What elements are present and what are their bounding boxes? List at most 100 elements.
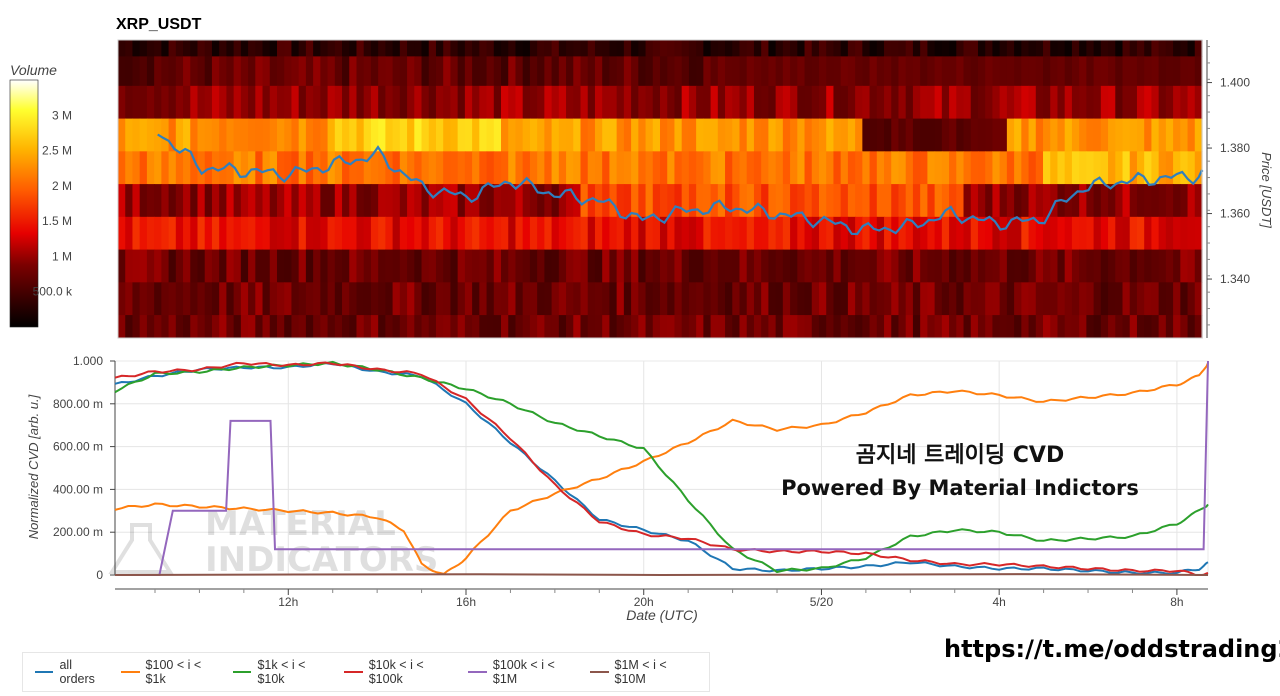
heatmap-cell <box>313 282 321 316</box>
heatmap-cell <box>428 184 437 218</box>
heatmap-cell <box>168 118 177 152</box>
heatmap-cell <box>399 249 408 283</box>
heatmap-cell <box>493 282 502 316</box>
heatmap-cell <box>334 85 343 119</box>
heatmap-cell <box>963 56 972 87</box>
heatmap-cell <box>963 282 972 316</box>
price-tick-label: 1.340 <box>1220 272 1250 286</box>
heatmap-cell <box>197 40 206 57</box>
heatmap-cell <box>587 184 596 218</box>
heatmap-cell <box>363 40 372 57</box>
heatmap-cell <box>884 184 892 218</box>
heatmap-cell <box>616 85 625 119</box>
legend-item[interactable]: $100 < i < $1k <box>121 658 219 686</box>
heatmap-cell <box>1187 56 1196 87</box>
heatmap-cell <box>233 118 242 152</box>
heatmap-cell <box>334 184 343 218</box>
heatmap-cell <box>298 85 307 119</box>
chart-legend: all orders $100 < i < $1k $1k < i < $10k $1… <box>22 652 710 692</box>
heatmap-cell <box>190 118 199 152</box>
heatmap-cell <box>1100 184 1109 218</box>
heatmap-cell <box>183 40 191 57</box>
legend-item[interactable]: all orders <box>35 658 107 686</box>
heatmap-cell <box>891 282 900 316</box>
heatmap-cell <box>356 40 365 57</box>
heatmap-cell <box>1180 184 1189 218</box>
heatmap-cell <box>638 151 647 185</box>
heatmap-cell <box>1079 282 1087 316</box>
heatmap-cell <box>204 184 213 218</box>
heatmap-cell <box>1064 216 1073 250</box>
heatmap-cell <box>349 40 358 57</box>
heatmap-cell <box>298 184 307 218</box>
heatmap-cell <box>399 282 408 316</box>
heatmap-cell <box>732 216 741 250</box>
heatmap-cell <box>146 184 155 218</box>
heatmap-cell <box>1064 249 1073 283</box>
heatmap-cell <box>284 56 293 87</box>
heatmap-cell <box>1028 184 1037 218</box>
heatmap-cell <box>1151 85 1160 119</box>
heatmap-cell <box>1158 184 1167 218</box>
heatmap-cell <box>1071 40 1080 57</box>
heatmap-cell <box>551 40 560 57</box>
heatmap-cell <box>501 315 509 339</box>
legend-item[interactable]: $1M < i < $10M <box>589 658 695 686</box>
heatmap-cell <box>862 184 871 218</box>
heatmap-cell <box>1093 282 1102 316</box>
heatmap-cell <box>515 249 524 283</box>
heatmap-cell <box>602 85 611 119</box>
heatmap-cell <box>1043 216 1051 250</box>
heatmap-cell <box>240 56 249 87</box>
heatmap-cell <box>211 151 220 185</box>
heatmap-cell <box>739 216 748 250</box>
heatmap-cell <box>1115 282 1124 316</box>
heatmap-cell <box>1115 40 1124 57</box>
heatmap-cell <box>703 216 712 250</box>
heatmap-cell <box>710 216 719 250</box>
heatmap-cell <box>927 184 936 218</box>
legend-item[interactable]: $100k < i < $1M <box>468 658 576 686</box>
heatmap-cell <box>631 216 639 250</box>
heatmap-cell <box>450 56 459 87</box>
cvd-y-tick-label: 600.00 m <box>53 440 103 454</box>
heatmap-cell <box>696 56 704 87</box>
heatmap-cell <box>450 216 459 250</box>
heatmap-cell <box>891 85 900 119</box>
heatmap-cell <box>428 315 437 339</box>
heatmap-cell <box>956 56 965 87</box>
heatmap-cell <box>862 118 871 152</box>
heatmap-cell <box>522 249 531 283</box>
heatmap-cell <box>1108 184 1116 218</box>
heatmap-cell <box>327 85 336 119</box>
cvd-series-line <box>114 361 1209 576</box>
heatmap-cell <box>493 85 502 119</box>
heatmap-cell <box>876 56 885 87</box>
heatmap-cell <box>710 184 719 218</box>
heatmap-cell <box>985 56 994 87</box>
heatmap-cell <box>486 249 495 283</box>
heatmap-cell <box>1194 282 1203 316</box>
heatmap-cell <box>1014 85 1022 119</box>
heatmap-cell <box>1086 118 1095 152</box>
heatmap-cell <box>934 249 943 283</box>
heatmap-cell <box>313 56 321 87</box>
heatmap-cell <box>472 315 480 339</box>
heatmap-cell <box>717 118 726 152</box>
heatmap-cell <box>768 249 777 283</box>
heatmap-cell <box>876 216 885 250</box>
heatmap-cell <box>1108 118 1116 152</box>
heatmap-cell <box>1144 118 1153 152</box>
telegram-url[interactable]: https://t.me/oddstrading2 <box>944 635 1280 663</box>
heatmap-cell <box>869 151 878 185</box>
legend-item[interactable]: $1k < i < $10k <box>232 658 330 686</box>
heatmap-cell <box>847 85 856 119</box>
heatmap-cell <box>544 118 553 152</box>
heatmap-cell <box>349 315 358 339</box>
heatmap-cell <box>515 118 524 152</box>
heatmap-cell <box>956 184 965 218</box>
legend-item[interactable]: $10k < i < $100k <box>344 658 454 686</box>
heatmap-cell <box>977 40 986 57</box>
heatmap-cell <box>1173 85 1181 119</box>
heatmap-cell <box>298 118 307 152</box>
